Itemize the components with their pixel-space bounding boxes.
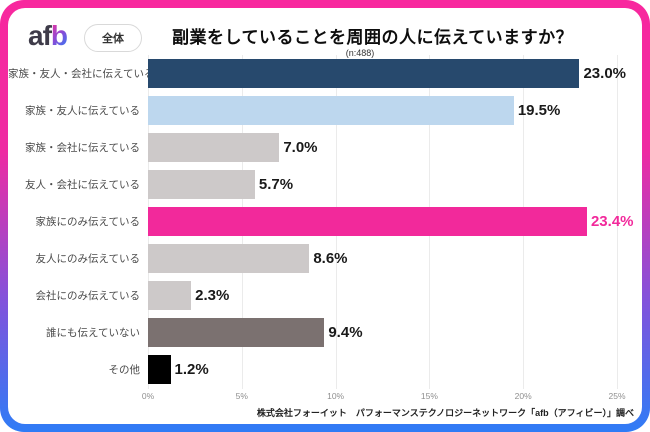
afb-logo: afb — [28, 20, 68, 52]
chart-row: 家族・友人・会社に伝えている 23.0% — [8, 55, 642, 92]
bar-track: 1.2% — [148, 355, 617, 384]
value-label: 7.0% — [283, 139, 318, 156]
card: afb 全体 副業をしていることを周囲の人に伝えていますか？ (n:488) 家… — [8, 8, 642, 424]
value-label: 19.5% — [517, 102, 561, 119]
category-label: その他 — [108, 364, 141, 376]
category-label: 家族・会社に伝えている — [25, 142, 140, 154]
bar-track: 7.0% — [148, 133, 617, 162]
chart-row: 友人にのみ伝えている 8.6% — [8, 240, 642, 277]
bar — [148, 318, 325, 347]
sample-size-label: (n:488) — [345, 48, 375, 58]
bar — [148, 59, 580, 88]
bar-track: 23.0% — [148, 59, 626, 88]
x-tick-label: 25% — [608, 391, 626, 401]
chart-row: その他 1.2% — [8, 351, 642, 388]
afb-logo-b: b — [50, 20, 68, 51]
bar — [148, 281, 192, 310]
bar — [148, 96, 514, 125]
category-label: 友人・会社に伝えている — [25, 179, 140, 191]
header: afb 全体 副業をしていることを周囲の人に伝えていますか？ (n:488) — [20, 18, 630, 62]
bar-track: 23.4% — [148, 207, 634, 236]
bar-track: 5.7% — [148, 170, 617, 199]
bar-chart: 家族・友人・会社に伝えている 23.0% 家族・友人に伝えている 19.5% 家族・会社… — [8, 55, 642, 402]
chart-row: 家族・会社に伝えている 7.0% — [8, 129, 642, 166]
value-label: 9.4% — [328, 324, 363, 341]
value-label: 5.7% — [258, 176, 294, 193]
category-label: 会社にのみ伝えている — [35, 290, 140, 302]
afb-logo-af: af — [28, 20, 52, 51]
x-tick-label: 0% — [141, 391, 155, 401]
value-label: 8.6% — [313, 250, 348, 267]
chart-row: 誰にも伝えていない 9.4% — [8, 314, 642, 351]
category-label: 誰にも伝えていない — [46, 327, 140, 339]
chart-row: 家族・友人に伝えている 19.5% — [8, 92, 642, 129]
category-label: 家族・友人・会社に伝えている — [8, 68, 155, 80]
segment-badge: 全体 — [84, 24, 142, 52]
bar — [148, 244, 310, 273]
value-label: 1.2% — [174, 361, 209, 378]
bar — [148, 170, 255, 199]
x-tick-label: 15% — [420, 391, 438, 401]
chart-row: 会社にのみ伝えている 2.3% — [8, 277, 642, 314]
chart-title: 副業をしていることを周囲の人に伝えていますか？ — [172, 28, 574, 47]
bar — [148, 133, 280, 162]
source-attribution: 株式会社フォーイット パフォーマンステクノロジーネットワーク「afb（アフィビー… — [256, 408, 634, 418]
value-label: 23.4% — [590, 213, 634, 230]
x-tick-label: 20% — [514, 391, 532, 401]
x-tick-label: 10% — [327, 391, 345, 401]
bar-track: 2.3% — [148, 281, 617, 310]
x-tick-label: 5% — [235, 391, 248, 401]
category-label: 家族・友人に伝えている — [25, 105, 140, 117]
bar-track: 19.5% — [148, 96, 617, 125]
value-label: 23.0% — [583, 65, 627, 82]
category-label: 家族にのみ伝えている — [35, 216, 140, 228]
chart-row: 友人・会社に伝えている 5.7% — [8, 166, 642, 203]
bar-track: 8.6% — [148, 244, 617, 273]
bar-rows: 家族・友人・会社に伝えている 23.0% 家族・友人に伝えている 19.5% 家族・会社… — [8, 55, 642, 388]
chart-row: 家族にのみ伝えている 23.4% — [8, 203, 642, 240]
bar — [148, 355, 171, 384]
value-label: 2.3% — [195, 287, 230, 304]
bar-track: 9.4% — [148, 318, 617, 347]
category-label: 友人にのみ伝えている — [35, 253, 140, 265]
bar — [148, 207, 587, 236]
x-axis-ticks: 0% 5% 10% 15% 20% 25% — [142, 388, 626, 402]
